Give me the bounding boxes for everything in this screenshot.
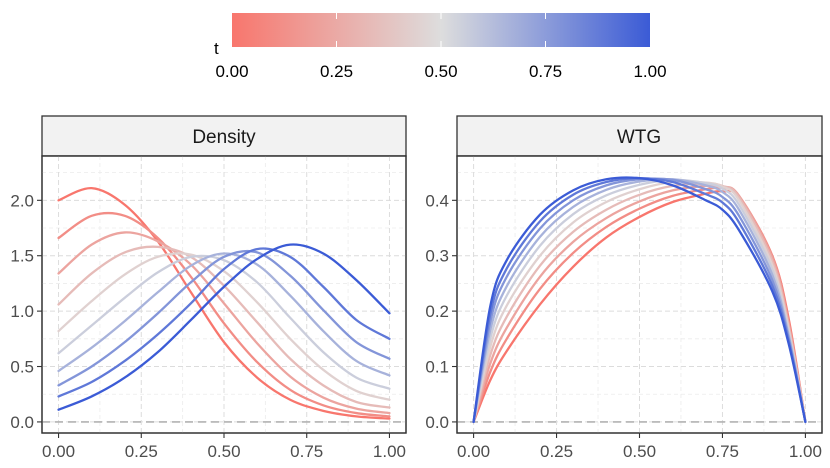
series-line-density — [57, 249, 391, 387]
x-tick-label: 1.00 — [789, 442, 822, 461]
series-line-wtg — [472, 184, 807, 424]
strip-wtg — [456, 115, 823, 157]
grid-density — [42, 156, 406, 433]
y-tick-label: 0.1 — [425, 358, 449, 377]
legend-ticks: 0.00 0.25 0.50 0.75 1.00 — [215, 13, 667, 81]
y-tick-label: 0.3 — [425, 247, 449, 266]
series-wtg — [472, 176, 807, 424]
panel-border — [456, 155, 823, 434]
strip-label-wtg: WTG — [617, 127, 661, 148]
x-tick-label: 0.25 — [125, 442, 158, 461]
series-line-density — [57, 211, 391, 418]
legend-tick-label: 0.75 — [529, 62, 562, 81]
legend-tick-label: 1.00 — [633, 62, 666, 81]
y-tick-label: 0.5 — [10, 358, 34, 377]
y-tick-label: 0.4 — [425, 191, 449, 210]
series-line-density — [57, 243, 391, 411]
series-line-wtg — [472, 176, 807, 424]
series-line-wtg — [472, 180, 807, 424]
x-tick-label: 0.00 — [457, 442, 490, 461]
legend-tick-label: 0.50 — [424, 62, 457, 81]
axes-density: 0.00 0.25 0.50 0.75 1.00 0.0 0.5 1.0 1.5 2.0 — [10, 155, 407, 461]
series-line-density — [57, 186, 391, 420]
legend-title: t — [214, 39, 219, 58]
x-tick-label: 0.00 — [42, 442, 75, 461]
series-line-density — [57, 252, 391, 377]
series-line-wtg — [472, 182, 807, 424]
y-tick-label: 0.2 — [425, 302, 449, 321]
x-tick-label: 0.50 — [207, 442, 240, 461]
strip-label-density: Density — [192, 127, 256, 148]
panel-wtg: WTG 0.00 0.25 0.50 0.75 1.00 0.0 0.1 0.2 0.3 0.4 — [425, 115, 823, 461]
y-tick-label: 1.5 — [10, 247, 34, 266]
x-tick-label: 1.00 — [373, 442, 406, 461]
series-density — [57, 186, 391, 420]
y-tick-label: 0.0 — [10, 413, 34, 432]
x-tick-label: 0.50 — [623, 442, 656, 461]
legend-tick-label: 0.25 — [320, 62, 353, 81]
series-line-density — [57, 252, 391, 401]
series-line-wtg — [472, 177, 807, 424]
series-line-density — [57, 231, 391, 415]
y-tick-label: 1.0 — [10, 302, 34, 321]
series-line-density — [57, 247, 391, 398]
y-tick-label: 2.0 — [10, 191, 34, 210]
x-tick-label: 0.75 — [290, 442, 323, 461]
legend-tick-label: 0.00 — [215, 62, 248, 81]
axes-wtg: 0.00 0.25 0.50 0.75 1.00 0.0 0.1 0.2 0.3 0.4 — [425, 155, 823, 461]
panel-border — [41, 155, 407, 434]
legend: t 0.00 0.25 0.50 0.75 1.00 — [214, 13, 667, 81]
x-tick-label: 0.75 — [706, 442, 739, 461]
series-line-density — [57, 254, 391, 390]
y-tick-label: 0.0 — [425, 413, 449, 432]
x-tick-label: 0.25 — [540, 442, 573, 461]
panel-density: Density 0.00 0.25 0.50 0.75 1.00 0.0 0.5 1.0 1.5… — [10, 115, 407, 461]
